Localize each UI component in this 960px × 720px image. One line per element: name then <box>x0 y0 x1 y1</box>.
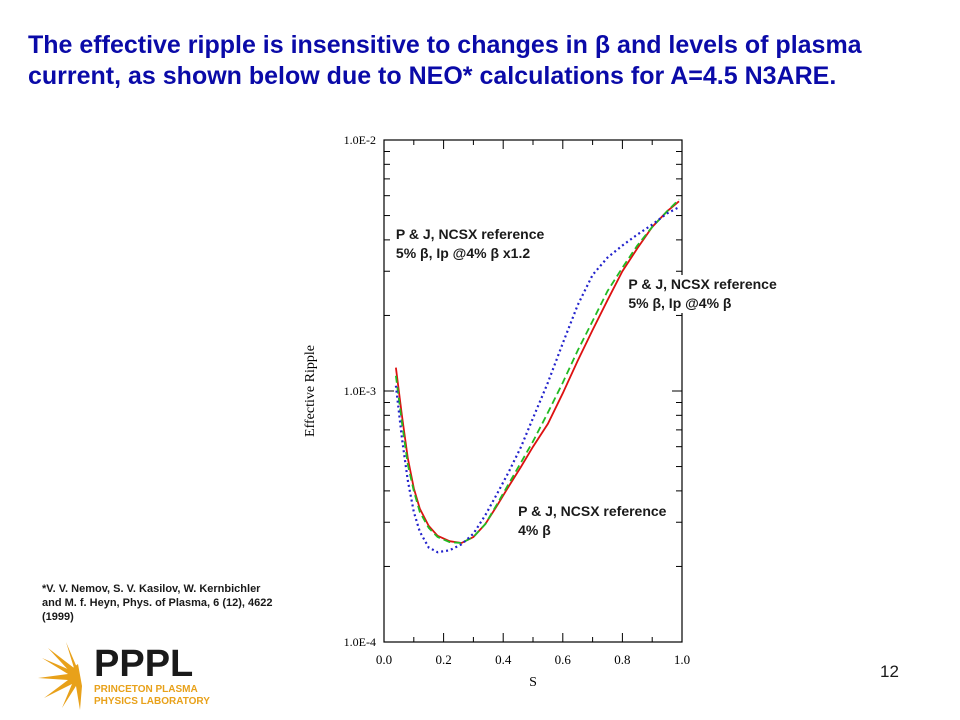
x-tick-label: 0.4 <box>495 652 512 667</box>
effective-ripple-chart: 0.0 0.2 0.4 0.6 0.8 1.0 1.0E-4 1.0E-3 1.0E-2 S Eff… <box>280 112 720 712</box>
x-tick-label: 0.6 <box>555 652 572 667</box>
chart-svg: 0.0 0.2 0.4 0.6 0.8 1.0 1.0E-4 1.0E-3 1.0E-2 S Eff… <box>303 133 690 690</box>
reference-citation: *V. V. Nemov, S. V. Kasilov, W. Kernbich… <box>42 583 273 623</box>
annotation-line2: 5% β, Ip @4% β x1.2 <box>395 244 531 261</box>
y-tick-label: 1.0E-3 <box>344 384 376 398</box>
annotation-line2: 5% β, Ip @4% β <box>628 294 732 311</box>
x-tick-label: 0.8 <box>614 652 630 667</box>
plot-frame <box>383 139 683 643</box>
pppl-logo: PPPL PRINCETON PLASMA PHYSICS LABORATORY <box>38 642 210 710</box>
annotation-line1: P & J, NCSX reference <box>628 275 777 292</box>
series-annotation-2: P & J, NCSX reference 5% β, Ip @4% β <box>628 274 777 313</box>
annotation-line2: 4% β <box>518 522 551 539</box>
y-tick-label: 1.0E-2 <box>344 133 376 147</box>
x-tick-label: 0.2 <box>435 652 451 667</box>
logo-subtitle-line2: PHYSICS LABORATORY <box>94 696 210 707</box>
y-tick-label: 1.0E-4 <box>344 635 376 649</box>
page-number: 12 <box>880 662 899 681</box>
y-axis-label: Effective Ripple <box>303 345 318 437</box>
series-line-3 <box>394 206 680 554</box>
slide-title: The effective ripple is insensitive to c… <box>28 31 862 90</box>
logo-text: PPPL <box>94 643 193 685</box>
series-annotation-3: P & J, NCSX reference 4% β <box>518 502 667 541</box>
series-annotation-1: P & J, NCSX reference 5% β, Ip @4% β x1.2 <box>395 224 545 263</box>
logo-subtitle-line1: PRINCETON PLASMA <box>94 684 198 695</box>
series-line-1 <box>395 200 680 544</box>
x-tick-label: 0.0 <box>376 652 392 667</box>
annotation-line1: P & J, NCSX reference <box>395 225 545 242</box>
annotation-line1: P & J, NCSX reference <box>518 503 667 520</box>
starburst-icon <box>38 642 82 710</box>
x-tick-label: 1.0 <box>674 652 690 667</box>
x-axis-label: S <box>529 675 537 690</box>
series-line-2 <box>395 198 680 544</box>
